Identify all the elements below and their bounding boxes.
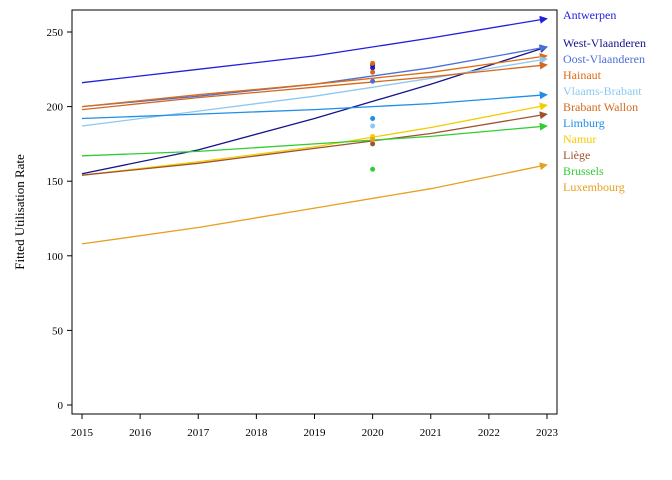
series-line (81, 15, 548, 84)
legend-entry: Namur (563, 132, 596, 146)
series-line (81, 91, 548, 120)
series-line (81, 122, 548, 157)
x-tick-label: 2020 (362, 427, 385, 439)
data-point-2020 (370, 166, 376, 172)
series-line (81, 52, 548, 108)
legend-entry: Limburg (563, 116, 605, 130)
data-point-2020 (370, 78, 376, 84)
legend-entry: West-Vlaanderen (563, 36, 646, 50)
series-lines (81, 15, 548, 245)
y-tick-label: 250 (47, 27, 64, 39)
x-axis: 2015 2016 2017 2018 2019 2020 2021 2022 2023 (71, 414, 559, 439)
y-tick-label: 200 (47, 102, 64, 114)
y-axis: 0 50 100 150 200 250 (47, 27, 72, 412)
legend-entry: Brussels (563, 164, 604, 178)
legend-entry: Vlaams-Brabant (563, 84, 642, 98)
x-tick-label: 2017 (187, 427, 210, 439)
series-line (81, 111, 548, 176)
data-point-2020 (370, 141, 376, 147)
y-tick-label: 100 (47, 251, 64, 263)
data-point-2020 (370, 60, 376, 66)
x-tick-label: 2023 (536, 427, 559, 439)
x-tick-label: 2021 (420, 427, 442, 439)
plot-area (71, 9, 558, 415)
legend-entry: Brabant Wallon (563, 100, 638, 114)
data-point-2020 (370, 136, 376, 142)
legend-entry: Oost-Vlaanderen (563, 52, 645, 66)
series-line (81, 61, 548, 111)
legend-entry: Liège (563, 148, 590, 162)
data-point-2020 (370, 123, 376, 129)
legend-entry: Antwerpen (563, 8, 616, 22)
x-tick-label: 2018 (245, 427, 268, 439)
series-points-2020 (370, 60, 376, 172)
series-line (81, 102, 548, 176)
data-point-2020 (370, 116, 376, 122)
y-axis-title: Fitted Utilisation Rate (12, 154, 27, 270)
y-tick-label: 150 (47, 176, 64, 188)
series-line (81, 162, 548, 245)
legend-entry: Luxembourg (563, 180, 625, 194)
x-tick-label: 2016 (129, 427, 152, 439)
y-tick-label: 0 (58, 400, 64, 412)
x-tick-label: 2022 (478, 427, 500, 439)
legend: Antwerpen West-Vlaanderen Oost-Vlaanderen H… (563, 8, 646, 194)
data-point-2020 (370, 69, 376, 75)
x-tick-label: 2015 (71, 427, 94, 439)
y-tick-label: 50 (52, 325, 64, 337)
x-tick-label: 2019 (304, 427, 327, 439)
legend-entry: Hainaut (563, 68, 602, 82)
